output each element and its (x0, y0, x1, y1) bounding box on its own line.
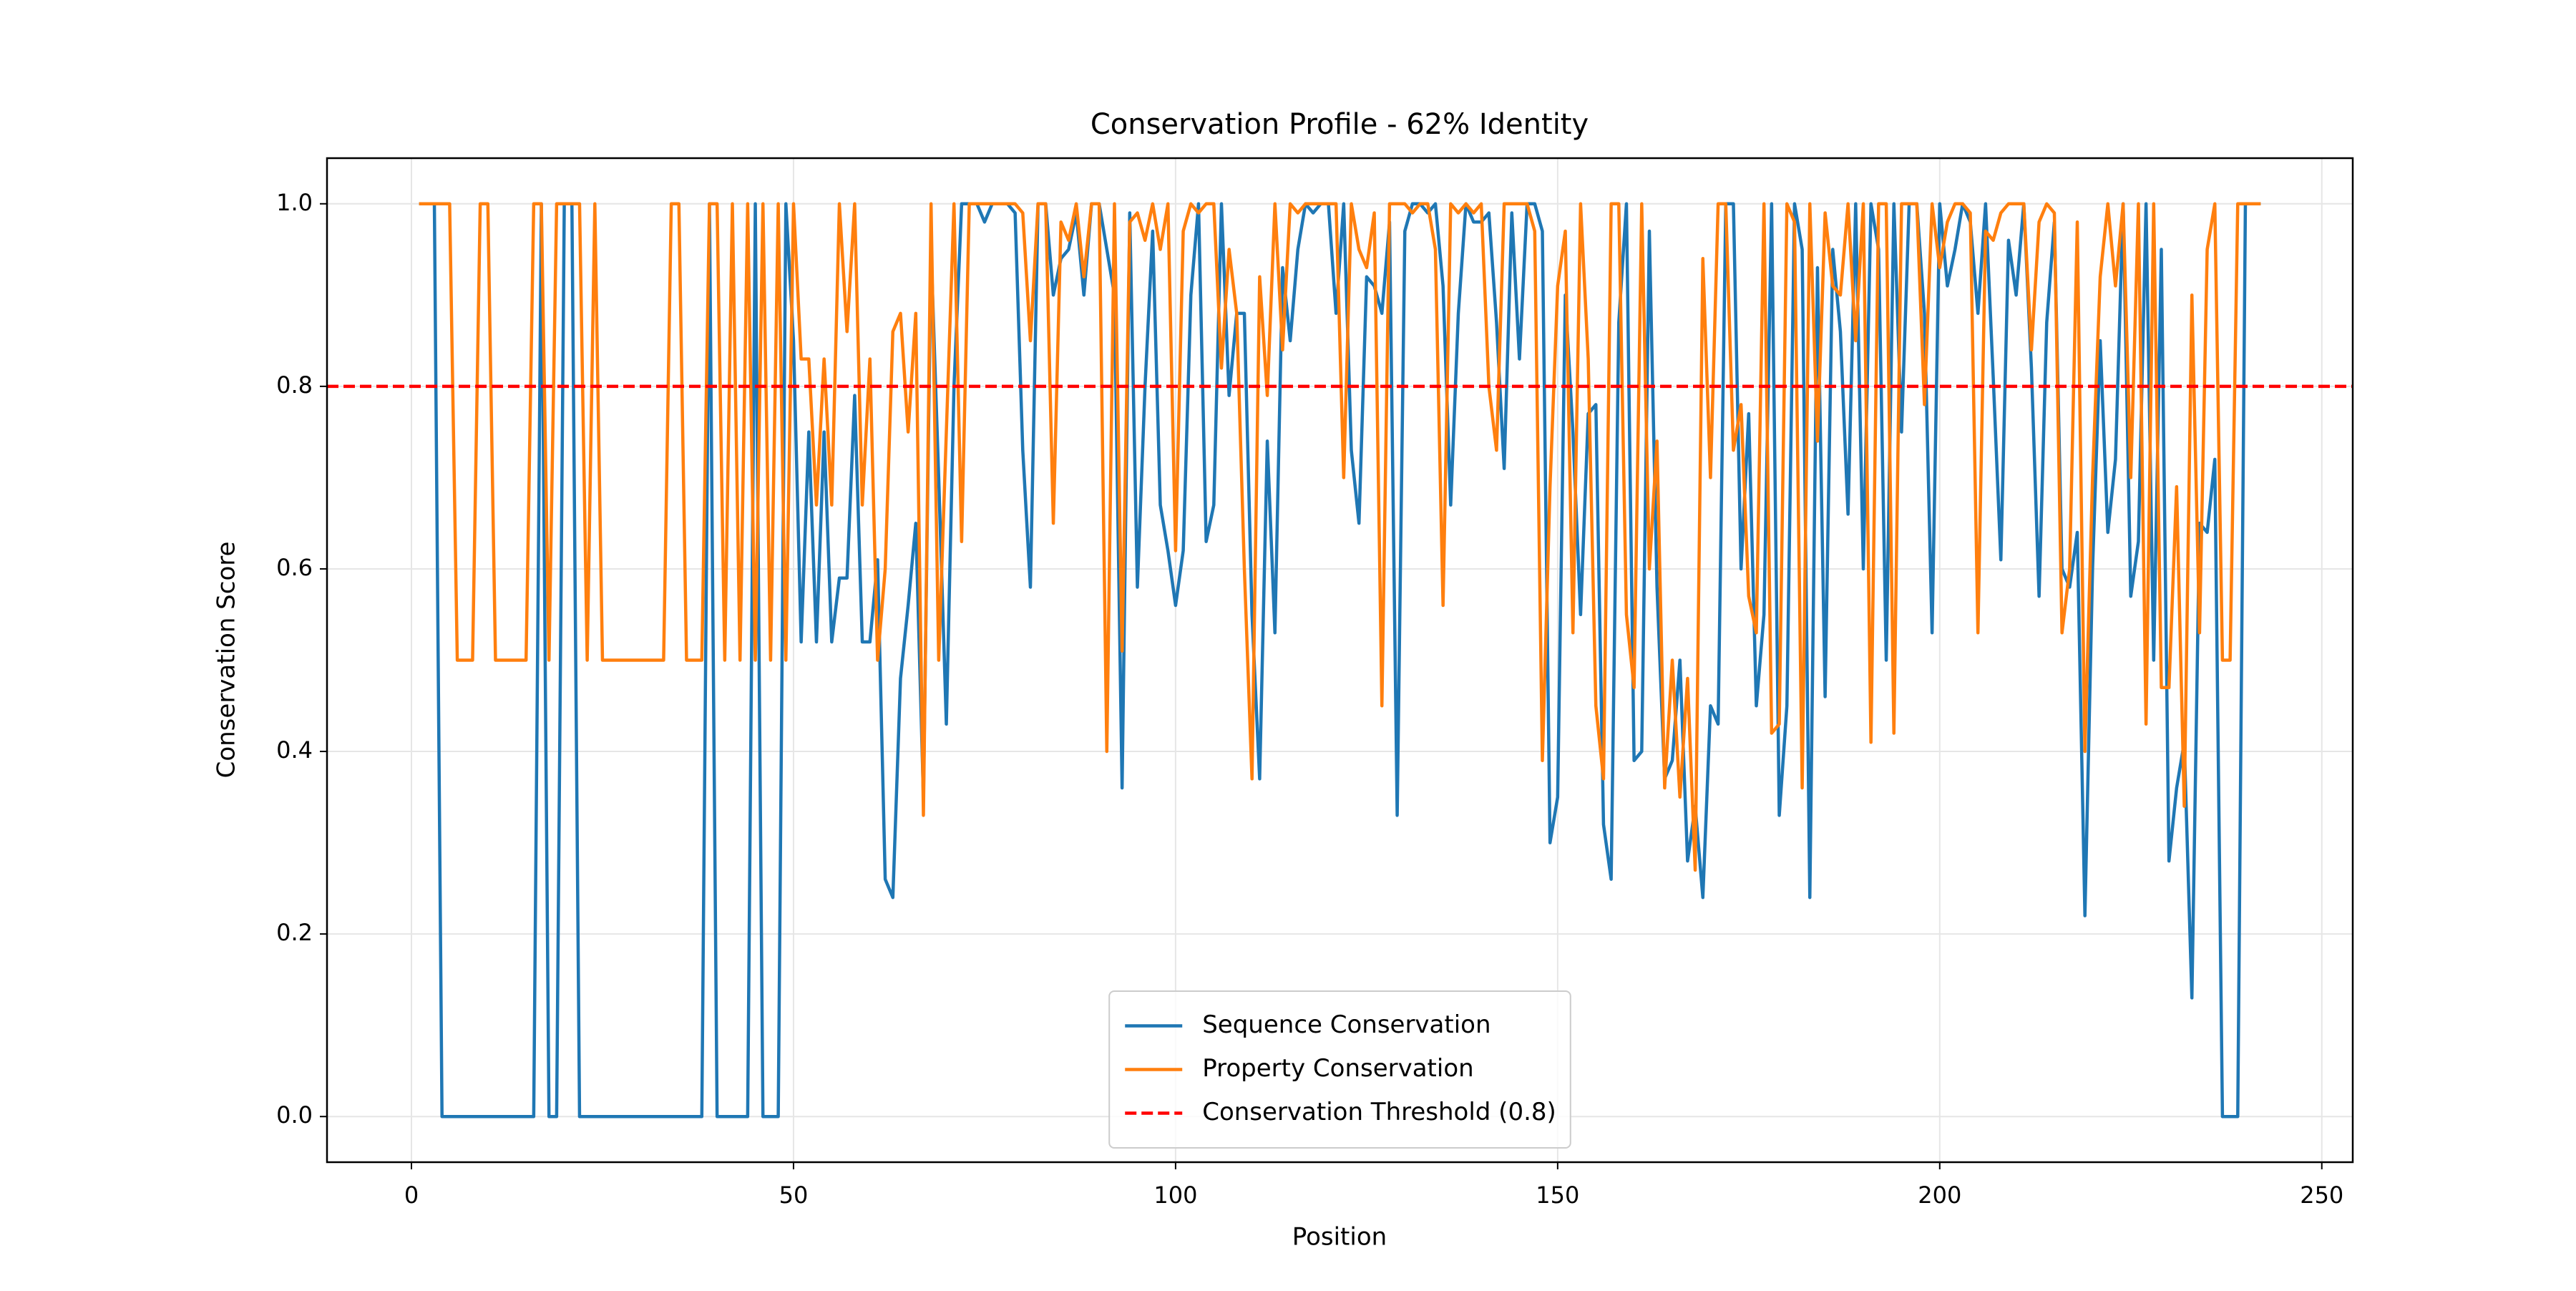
plot-area (327, 202, 2353, 1119)
x-axis-label: Position (1292, 1223, 1387, 1252)
x-tick-label: 50 (779, 1182, 809, 1209)
y-tick-label: 0.6 (276, 554, 313, 581)
axes-frame (326, 157, 2354, 1164)
ticks: 0 50 100 150 200 250 0.0 0.2 0.4 0.6 0.8 1.0 (276, 189, 2343, 1209)
legend-label: Conservation Threshold (0.8) (1202, 1098, 1556, 1126)
y-tick-label: 0.2 (276, 919, 313, 946)
series-line (419, 202, 2261, 872)
x-tick-label: 150 (1536, 1182, 1579, 1209)
legend-label: Sequence Conservation (1202, 1010, 1491, 1039)
legend: Sequence Conservation Property Conservati… (1108, 990, 1571, 1149)
y-tick-label: 0.0 (276, 1101, 313, 1129)
legend-box (1108, 990, 1571, 1149)
y-tick-label: 0.4 (276, 736, 313, 764)
y-tick-label: 0.8 (276, 371, 313, 399)
series-line (419, 202, 2261, 1119)
y-tick-label: 1.0 (276, 189, 313, 216)
y-axis-label: Conservation Score (213, 542, 241, 779)
x-tick-label: 0 (404, 1182, 419, 1209)
x-tick-label: 250 (2300, 1182, 2343, 1209)
x-tick-label: 200 (1918, 1182, 1961, 1209)
x-tick-label: 100 (1153, 1182, 1197, 1209)
legend-label: Property Conservation (1202, 1054, 1473, 1083)
chart-title: Conservation Profile - 62% Identity (1091, 108, 1589, 141)
